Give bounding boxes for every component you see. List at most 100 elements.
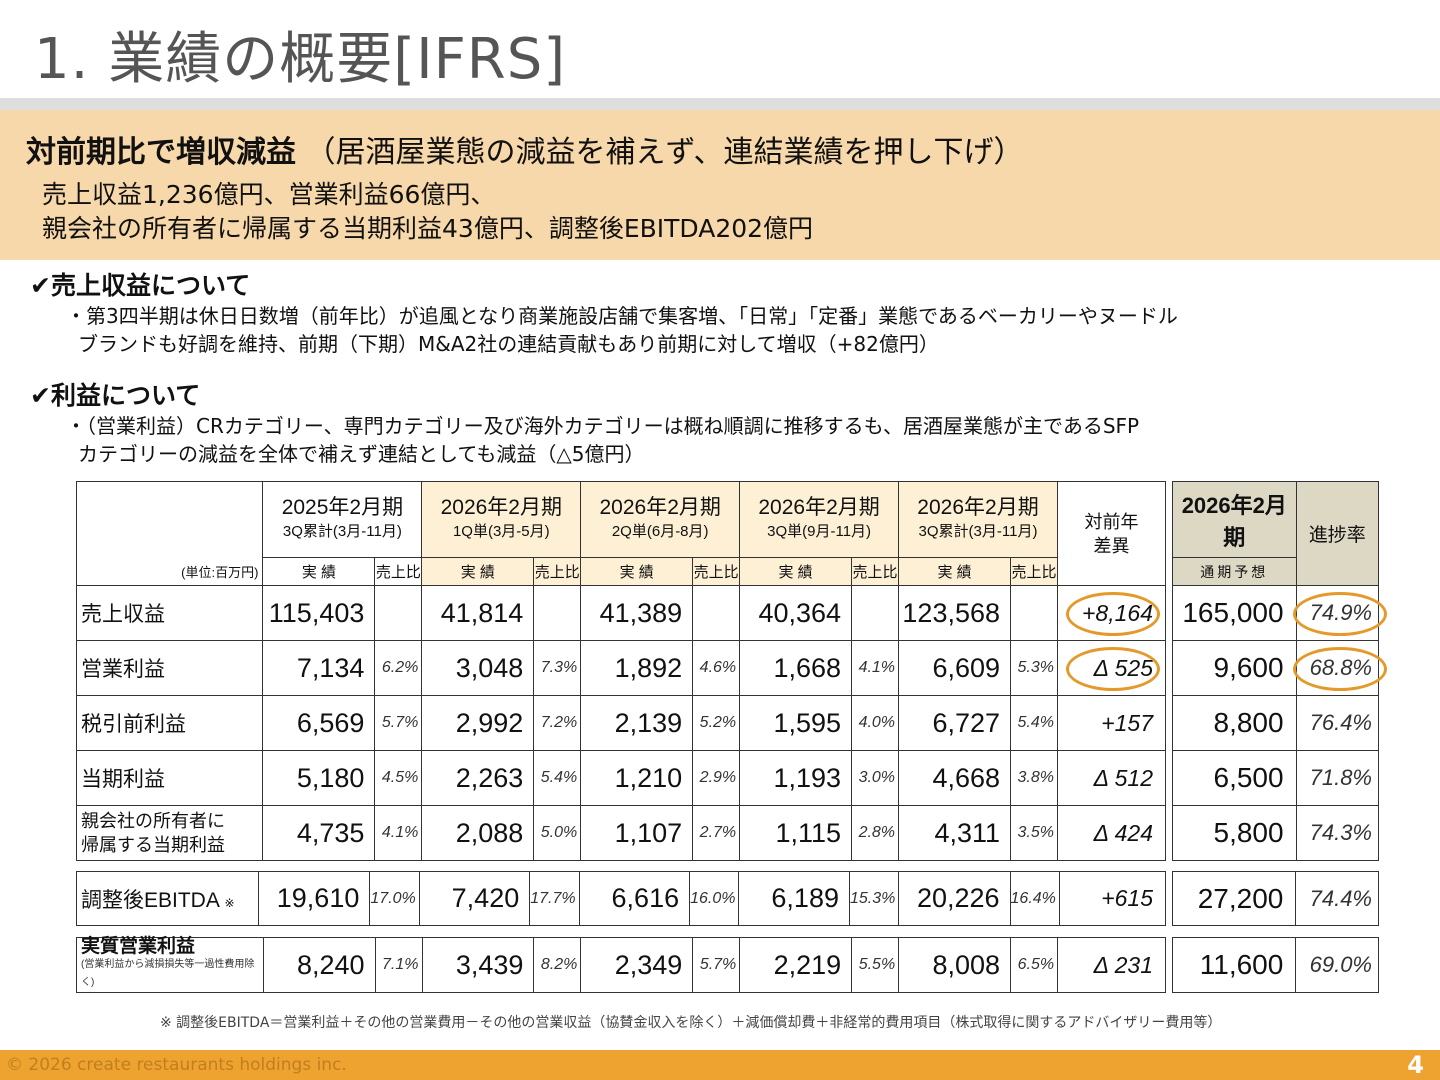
value-cell: 115,403 [262, 585, 376, 641]
ratio-header: 売上比 [533, 557, 582, 586]
value-cell: 5,180 [262, 750, 376, 806]
progress-cell: 68.8% [1292, 640, 1387, 696]
value-cell: 2,349 [580, 937, 694, 993]
forecast-cell: 8,800 [1172, 695, 1297, 751]
forecast-row: 165,000 74.9% [1172, 585, 1387, 641]
period-header: 2026年2月期 2Q単(6月-8月) [580, 481, 741, 558]
value-cell: 4,668 [898, 750, 1012, 806]
ratio-cell [851, 585, 900, 641]
progress-cell: 74.4% [1295, 871, 1379, 926]
ratio-cell: 6.5% [1010, 937, 1059, 993]
ratio-cell: 5.5% [851, 937, 900, 993]
section-line: ブランドも好調を維持、前期（下期）M&A2社の連結貢献もあり前期に対して増収（+… [78, 332, 939, 356]
ratio-cell: 8.2% [533, 937, 582, 993]
forecast-table: 2026年2月期 進捗率 通期予想 165,000 74.9% 9,600 68… [1172, 481, 1387, 861]
ratio-cell: 5.4% [533, 750, 582, 806]
page-title: 1. 業績の概要[IFRS] [34, 27, 567, 92]
footer-bar: © 2026 create restaurants holdings inc. … [0, 1050, 1440, 1080]
ratio-cell [1010, 585, 1058, 641]
forecast-cell: 9,600 [1172, 640, 1297, 696]
ratio-cell: 5.7% [692, 937, 741, 993]
row-label: 税引前利益 [75, 695, 264, 751]
ratio-cell: 5.7% [374, 695, 423, 751]
value-cell: 41,389 [580, 585, 694, 641]
section-heading-revenue: ✔売上収益について [30, 271, 251, 300]
actual-header: 実 績 [580, 557, 694, 586]
value-cell: 2,219 [739, 937, 853, 993]
ratio-cell: 16.4% [1009, 871, 1060, 926]
ratio-cell: 3.0% [851, 750, 900, 806]
value-cell: 7,420 [418, 871, 531, 926]
value-cell: 2,139 [580, 695, 694, 751]
page-number: 4 [1407, 1051, 1424, 1079]
row-label: 営業利益 [75, 640, 264, 696]
summary-line-1: 売上収益1,236億円、営業利益66億円、 [42, 180, 496, 209]
ratio-cell [533, 585, 582, 641]
row-label: 実質営業利益 (営業利益から減損損失等一過性費用除く) [76, 937, 264, 993]
value-cell: 6,189 [738, 871, 850, 926]
ratio-cell: 2.8% [851, 805, 900, 861]
forecast-row: 6,500 71.8% [1172, 750, 1380, 806]
real-op-table: 実質営業利益 (営業利益から減損損失等一過性費用除く) 8,240 7.1% 3,… [76, 937, 1166, 993]
forecast-cell: 27,200 [1171, 871, 1297, 926]
section-body-profit: ・（営業利益）CRカテゴリー、専門カテゴリー及び海外カテゴリーは概ね順調に推移す… [66, 412, 1139, 468]
ratio-cell: 7.3% [533, 640, 582, 696]
section-line: ・（営業利益）CRカテゴリー、専門カテゴリー及び海外カテゴリーは概ね順調に推移す… [66, 414, 1140, 438]
value-cell: 19,610 [258, 871, 371, 926]
ratio-cell: 4.5% [374, 750, 423, 806]
yoy-diff-cell: Δ 525 [1056, 640, 1167, 696]
ratio-cell: 7.1% [374, 937, 423, 993]
value-cell: 1,107 [580, 805, 694, 861]
value-cell: 4,735 [262, 805, 376, 861]
summary-band: 対前期比で増収減益 （居酒屋業態の減益を補えず、連結業績を押し下げ） 売上収益1… [0, 110, 1440, 260]
forecast-sub-header: 通期予想 [1172, 557, 1297, 586]
section-line: カテゴリーの減益を全体で補えず連結としても減益（△5億円） [78, 442, 645, 466]
forecast-row: 8,800 76.4% [1172, 695, 1380, 751]
title-divider [0, 98, 1440, 110]
ratio-cell: 5.3% [1010, 640, 1058, 696]
ebitda-table: 調整後EBITDA ※ 19,610 17.0% 7,420 17.7% 6,6… [75, 871, 1167, 926]
value-cell: 6,727 [898, 695, 1012, 751]
forecast-row: 5,800 74.3% [1172, 805, 1380, 861]
forecast-header-row: 2026年2月期 進捗率 [1172, 481, 1380, 586]
forecast-row: 9,600 68.8% [1172, 640, 1387, 696]
forecast-real-op-table: 11,600 69.0% [1171, 937, 1379, 993]
actual-header: 実 績 [421, 557, 535, 586]
value-cell: 41,814 [421, 585, 535, 641]
summary-headline-rest: （居酒屋業態の減益を補えず、連結業績を押し下げ） [305, 135, 1024, 170]
ratio-cell: 17.0% [369, 871, 420, 926]
forecast-cell: 5,800 [1172, 805, 1297, 861]
copyright: © 2026 create restaurants holdings inc. [6, 1055, 347, 1075]
row-label: 調整後EBITDA ※ [75, 871, 260, 926]
section-body-revenue: ・第3四半期は休日日数増（前年比）が追風となり商業施設店舗で集客増、「日常」「定… [66, 302, 1178, 358]
value-cell: 6,609 [898, 640, 1012, 696]
period-header: 2025年2月期 3Q累計(3月-11月) [262, 481, 423, 558]
value-cell: 8,240 [262, 937, 376, 993]
progress-header: 進捗率 [1295, 481, 1380, 586]
ratio-cell: 17.7% [529, 871, 580, 926]
table-row-pretax-profit: 税引前利益 6,569 5.7% 2,992 7.2% 2,139 5.2% 1… [75, 695, 1167, 751]
forecast-ebitda-table: 27,200 74.4% [1171, 871, 1379, 926]
period-header: 2026年2月期 1Q単(3月-5月) [421, 481, 582, 558]
forecast-cell: 11,600 [1171, 937, 1297, 993]
period-header-row: 2025年2月期 3Q累計(3月-11月) 2026年2月期 1Q単(3月-5月) … [75, 481, 1167, 586]
value-cell: 2,088 [421, 805, 535, 861]
ratio-cell [374, 585, 423, 641]
ratio-header: 売上比 [374, 557, 423, 586]
unit-label: (単位:百万円) [75, 557, 264, 586]
value-cell: 8,008 [898, 937, 1012, 993]
forecast-subheader-row: 通期予想 [1172, 557, 1379, 586]
yoy-diff-cell: +8,164 [1056, 585, 1167, 641]
ratio-cell: 16.0% [689, 871, 740, 926]
value-cell: 6,616 [578, 871, 691, 926]
row-label: 親会社の所有者に 帰属する当期利益 [75, 805, 264, 861]
value-cell: 3,439 [421, 937, 535, 993]
progress-cell: 74.3% [1295, 805, 1380, 861]
progress-cell: 69.0% [1295, 937, 1379, 993]
value-cell: 7,134 [262, 640, 376, 696]
value-cell: 1,193 [739, 750, 853, 806]
forecast-cell: 6,500 [1172, 750, 1297, 806]
ratio-header: 売上比 [692, 557, 741, 586]
yoy-diff-header: 対前年 差異 [1056, 481, 1167, 586]
ratio-header: 売上比 [1010, 557, 1058, 586]
